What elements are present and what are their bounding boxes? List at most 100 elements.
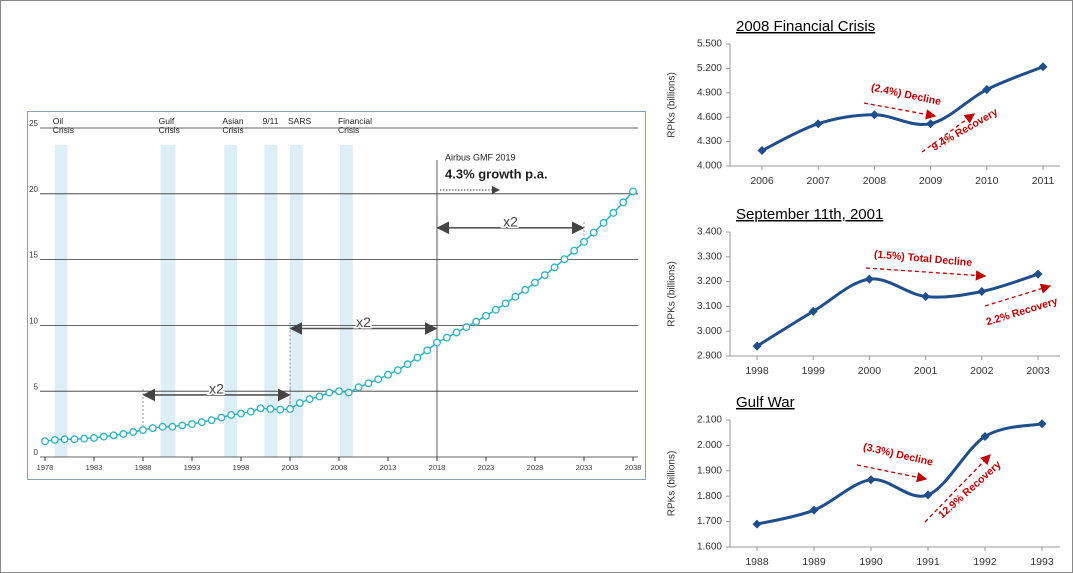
crisis-label: Gulf Crisis xyxy=(159,116,180,135)
x-tick-label: 2033 xyxy=(576,463,593,472)
main-panel xyxy=(27,111,646,480)
point xyxy=(286,405,294,413)
x-tick-label: 2003 xyxy=(282,463,299,472)
point xyxy=(197,418,206,427)
point xyxy=(580,237,588,246)
annotation: 9.4% Recovery xyxy=(930,106,1000,154)
point xyxy=(119,430,128,438)
annotation: 2.2% Recovery xyxy=(985,295,1060,328)
y-tick-label: 3.100 xyxy=(697,301,722,312)
point xyxy=(977,287,987,297)
crisis-label-line: Crisis xyxy=(159,125,180,135)
x-tick-label: 1998 xyxy=(233,463,250,472)
point xyxy=(70,435,79,444)
crisis-label-line: Crisis xyxy=(222,125,243,135)
y-tick-label: 15 xyxy=(29,251,38,260)
point xyxy=(315,392,324,401)
x-tick-label: 1999 xyxy=(802,365,826,377)
point xyxy=(433,338,441,347)
point xyxy=(560,255,569,264)
point xyxy=(757,146,767,156)
x-tick-label: 1992 xyxy=(973,556,997,568)
doubling-label: x2 xyxy=(503,214,518,230)
y-tick-label: 25 xyxy=(29,119,38,128)
y-tick-label: 3.200 xyxy=(697,276,722,287)
chart-title: September 11th, 2001 xyxy=(736,206,883,223)
y-tick-label: 1.900 xyxy=(697,465,722,476)
y-tick-label: 4.000 xyxy=(697,161,722,172)
annotation-arrow xyxy=(921,113,976,153)
y-tick-label: 2.900 xyxy=(697,351,722,362)
y-tick-label: 1.600 xyxy=(697,542,722,553)
point xyxy=(256,404,265,413)
point xyxy=(335,387,343,396)
point xyxy=(869,110,879,120)
crisis-label-line: Asian xyxy=(222,116,244,126)
annotation: 12.9% Recovery xyxy=(936,459,1004,522)
point xyxy=(599,218,608,227)
point xyxy=(158,422,167,431)
point xyxy=(980,432,990,442)
point xyxy=(482,311,490,320)
doubling-label: x2 xyxy=(356,314,371,330)
point xyxy=(472,317,481,326)
y-tick-label: 2.000 xyxy=(697,440,722,451)
crisis-label: Oil Crisis xyxy=(53,116,74,135)
crisis-label-line: Crisis xyxy=(53,125,74,135)
x-tick-label: 1989 xyxy=(802,556,826,568)
x-tick-label: 2007 xyxy=(807,175,831,187)
crisis-label: SARS xyxy=(288,116,311,126)
crisis-label-line: Gulf xyxy=(159,116,175,126)
series-line xyxy=(761,65,1044,152)
point xyxy=(982,85,992,95)
x-tick-label: 2008 xyxy=(863,175,887,187)
forecast-growth: 4.3% growth p.a. xyxy=(445,166,548,181)
point xyxy=(344,388,353,397)
x-tick-label: 2028 xyxy=(527,463,544,472)
x-tick-label: 1978 xyxy=(37,463,54,472)
chart-title: Gulf War xyxy=(736,394,795,411)
point xyxy=(207,416,216,425)
y-axis-label: RPKs (billions) xyxy=(667,261,678,327)
point xyxy=(589,228,598,237)
point xyxy=(41,437,49,446)
y-tick-label: 5 xyxy=(34,382,39,391)
point xyxy=(423,346,432,355)
point xyxy=(393,366,402,375)
x-tick-label: 2000 xyxy=(858,365,882,377)
crisis-band xyxy=(224,145,238,457)
annotation: (3.3%) Decline xyxy=(862,441,934,469)
point xyxy=(178,421,187,430)
annotation-arrow xyxy=(865,267,987,281)
point xyxy=(217,413,226,422)
y-tick-label: 10 xyxy=(29,317,38,326)
point xyxy=(752,341,762,351)
y-tick-label: 3.000 xyxy=(697,326,722,337)
x-tick-label: 2001 xyxy=(914,365,938,377)
x-tick-label: 2018 xyxy=(429,463,446,472)
annotation-arrow xyxy=(863,102,937,120)
annotation-arrow xyxy=(924,454,991,523)
crisis-band xyxy=(339,145,353,457)
y-axis-label: RPKs (billions) xyxy=(667,451,678,517)
y-tick-label: 20 xyxy=(29,185,38,194)
x-tick-label: 1993 xyxy=(1030,556,1054,568)
y-tick-label: 0 xyxy=(34,448,39,457)
annotation: (2.4%) Decline xyxy=(870,82,942,109)
crisis-label-line: SARS xyxy=(288,116,311,126)
crisis-band xyxy=(264,145,278,457)
y-tick-label: 2.100 xyxy=(697,415,722,426)
point xyxy=(364,379,373,388)
crisis-label-line: Crisis xyxy=(338,125,359,135)
point xyxy=(926,119,936,129)
x-tick-label: 2009 xyxy=(919,175,943,187)
point xyxy=(921,291,931,301)
series-line xyxy=(756,272,1039,348)
x-tick-label: 1988 xyxy=(135,463,152,472)
x-tick-label: 2023 xyxy=(478,463,495,472)
point xyxy=(531,278,539,287)
crisis-label: Asian Crisis xyxy=(222,116,244,135)
point xyxy=(619,198,628,207)
x-tick-label: 1988 xyxy=(745,556,769,568)
